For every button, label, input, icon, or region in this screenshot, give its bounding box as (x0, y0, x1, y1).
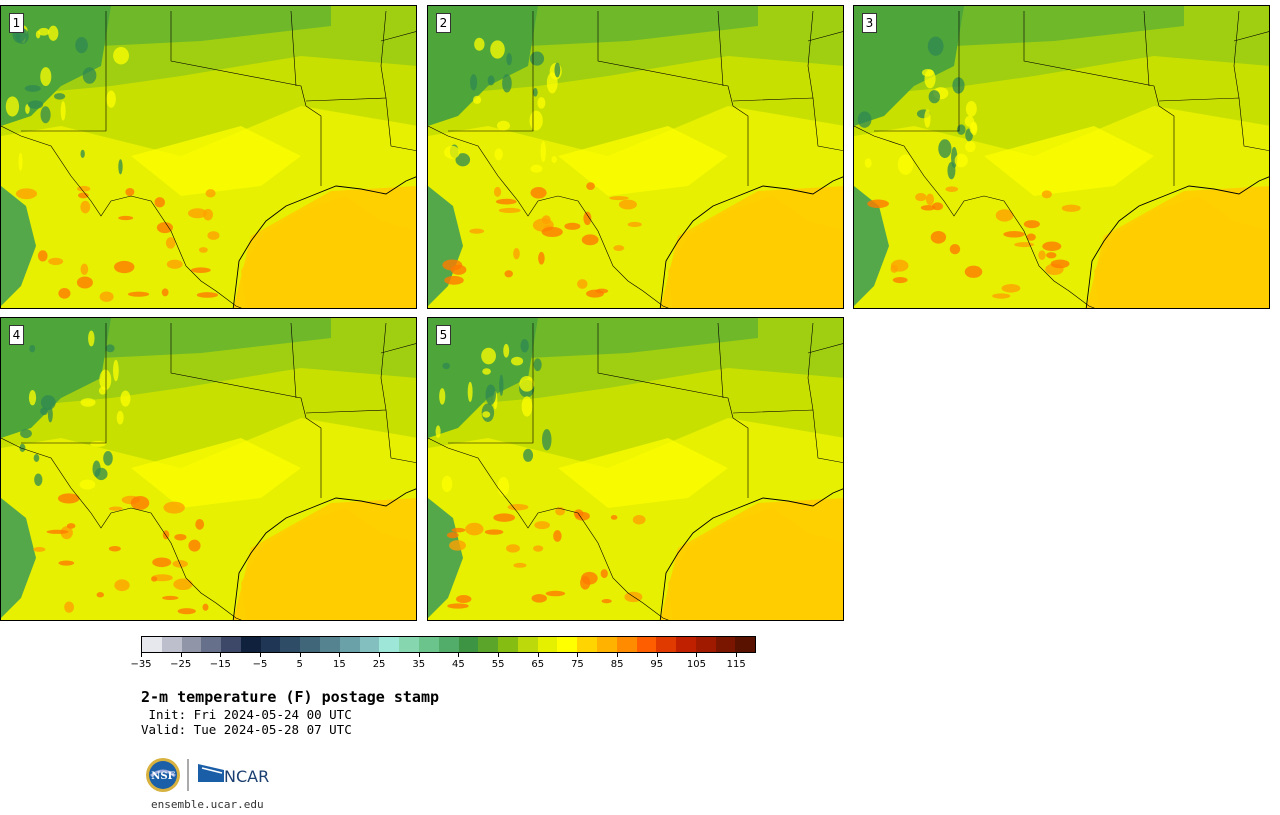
colorbar-tick (339, 653, 341, 657)
panel-label: 3 (862, 13, 877, 33)
logos: NSF NCAR (146, 758, 269, 792)
panel-label: 1 (9, 13, 24, 33)
colorbar-swatch (438, 637, 459, 652)
temperature-field (428, 6, 843, 308)
colorbar-tick (220, 653, 222, 657)
colorbar-swatch (537, 637, 558, 652)
valid-time: Valid: Tue 2024-05-28 07 UTC (141, 722, 352, 737)
colorbar-tick (180, 653, 182, 657)
colorbar-swatch (280, 637, 301, 652)
colorbar-swatch (142, 637, 162, 652)
temperature-field (854, 6, 1269, 308)
colorbar-tick (736, 653, 738, 657)
boundaries (428, 322, 843, 620)
colorbar-swatch (221, 637, 241, 652)
colorbar-tick-label: 25 (372, 659, 386, 670)
colorbar-tick-label: 85 (610, 659, 624, 670)
colorbar-tick (260, 653, 262, 657)
nsf-logo-text: NSF (151, 771, 174, 782)
temperature-field (1, 318, 416, 620)
colorbar-swatch (320, 637, 340, 652)
map-panel-4: 4 (0, 317, 417, 621)
map-5 (428, 318, 843, 620)
map-3 (854, 6, 1269, 308)
nsf-logo-icon: NSF (146, 758, 180, 792)
colorbar-swatch (695, 637, 716, 652)
boundaries (1, 10, 416, 308)
map-panel-2: 2 (427, 5, 844, 309)
colorbar-tick-label: 65 (531, 659, 545, 670)
colorbar-tick (537, 653, 539, 657)
boundaries (428, 10, 843, 308)
colorbar-tick-label: −5 (252, 659, 268, 670)
map-panel-1: 1 (0, 5, 417, 309)
colorbar-swatch (596, 637, 617, 652)
panel-label: 4 (9, 325, 24, 345)
temperature-colorbar (141, 636, 756, 653)
colorbar-tick-label: 35 (412, 659, 426, 670)
colorbar-swatch (161, 637, 182, 652)
colorbar-tick (379, 653, 381, 657)
colorbar-swatch (656, 637, 677, 652)
boundaries (1, 322, 416, 620)
map-1 (1, 6, 416, 308)
colorbar-swatch (517, 637, 538, 652)
colorbar-swatch (240, 637, 261, 652)
map-panel-5: 5 (427, 317, 844, 621)
colorbar-tick (299, 653, 301, 657)
colorbar-swatch (616, 637, 637, 652)
colorbar-tick-label: −25 (170, 659, 192, 670)
colorbar-tick-label: 15 (333, 659, 346, 670)
init-time: Init: Fri 2024-05-24 00 UTC (141, 707, 352, 722)
colorbar-tick-label: 45 (452, 659, 465, 670)
product-title: 2-m temperature (F) postage stamp (141, 688, 440, 706)
panel-label: 5 (436, 325, 451, 345)
colorbar-tick-label: 115 (726, 659, 746, 670)
boundaries (854, 10, 1269, 308)
colorbar-tick-label: 105 (686, 659, 707, 670)
colorbar-swatch (676, 637, 696, 652)
map-4 (1, 318, 416, 620)
colorbar-tick-label: 95 (650, 659, 664, 670)
website-url: ensemble.ucar.edu (151, 798, 264, 811)
colorbar-tick-label: 75 (571, 659, 584, 670)
colorbar-swatch (260, 637, 281, 652)
colorbar-swatch (379, 637, 400, 652)
colorbar-tick (458, 653, 460, 657)
map-2 (428, 6, 843, 308)
colorbar-swatch (339, 637, 360, 652)
colorbar-swatch (498, 637, 518, 652)
panel-label: 2 (436, 13, 451, 33)
colorbar-swatch (715, 637, 736, 652)
colorbar-tick-label: −35 (130, 659, 152, 670)
colorbar-tick (696, 653, 698, 657)
ncar-logo-text: NCAR (224, 767, 269, 786)
colorbar-tick (141, 653, 142, 657)
colorbar-tick-label: −15 (209, 659, 231, 670)
colorbar-swatch (458, 637, 479, 652)
colorbar-swatch (399, 637, 419, 652)
colorbar-swatch (201, 637, 222, 652)
colorbar-tick (418, 653, 420, 657)
colorbar-tick-label: 5 (296, 659, 303, 670)
ncar-logo-icon: NCAR (198, 764, 269, 786)
colorbar-swatch (735, 637, 756, 652)
colorbar-tick (498, 653, 500, 657)
colorbar-tick (656, 653, 658, 657)
colorbar-swatch (478, 637, 499, 652)
colorbar-tick (617, 653, 619, 657)
colorbar-swatch (181, 637, 202, 652)
temperature-field (1, 6, 416, 308)
map-panel-3: 3 (853, 5, 1270, 309)
colorbar-swatch (359, 637, 380, 652)
colorbar-ticks: −35 −25 −15 −5 5 15 25 35 45 55 65 75 85 95 105 115 (130, 653, 756, 673)
colorbar-tick-label: 55 (491, 659, 505, 670)
colorbar-swatch (577, 637, 597, 652)
colorbar-swatch (557, 637, 578, 652)
colorbar-tick (577, 653, 579, 657)
colorbar-swatch (418, 637, 439, 652)
colorbar-swatch (636, 637, 657, 652)
colorbar-swatch (300, 637, 321, 652)
temperature-field (428, 318, 843, 620)
